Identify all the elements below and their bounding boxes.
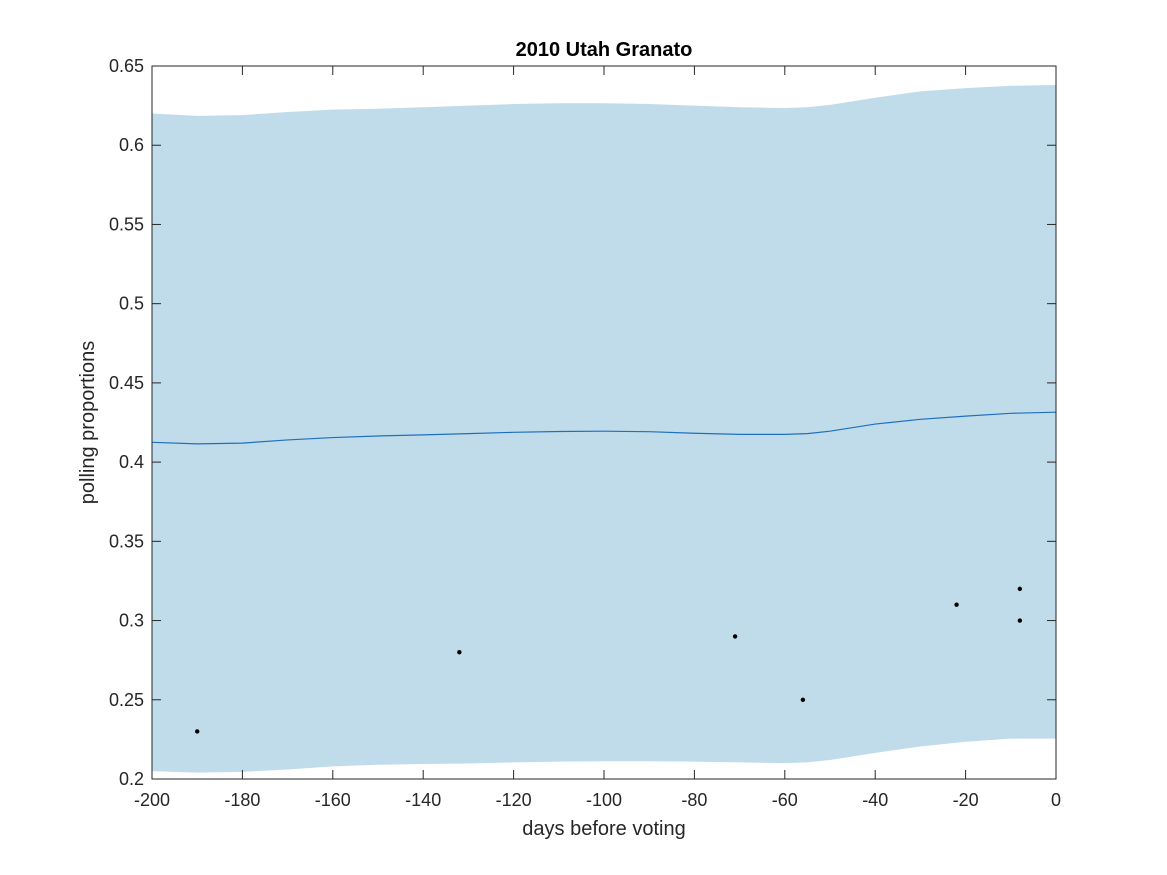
poll-point (457, 650, 462, 655)
credible-band (152, 85, 1056, 773)
y-axis: 0.2 0.25 0.3 0.35 0.4 0.45 0.5 0.55 0.6 0.65 (109, 56, 1056, 789)
poll-point (954, 602, 959, 607)
x-tick-label: -120 (496, 790, 532, 810)
x-tick-label: -200 (134, 790, 170, 810)
x-tick-label: -40 (862, 790, 888, 810)
y-tick-label: 0.35 (109, 531, 144, 551)
x-tick-label: -60 (772, 790, 798, 810)
poll-point (1017, 586, 1023, 592)
x-tick-label: -140 (405, 790, 441, 810)
x-axis: -200 -180 -160 -140 -120 -100 -80 -60 -40 -20 0 (134, 66, 1061, 810)
y-tick-label: 0.45 (109, 373, 144, 393)
y-tick-label: 0.6 (119, 135, 144, 155)
x-axis-label: days before voting (522, 818, 685, 840)
y-axis-label: polling proportions (77, 341, 99, 504)
x-tick-label: -80 (681, 790, 707, 810)
x-tick-label: -20 (953, 790, 979, 810)
chart-title: 2010 Utah Granato (516, 39, 693, 61)
trend-line (151, 411, 1057, 445)
y-tick-label: 0.5 (119, 294, 144, 314)
poll-point (732, 634, 738, 639)
x-tick-label: -160 (315, 790, 351, 810)
x-tick-label: 0 (1051, 790, 1061, 810)
x-tick-label: -180 (224, 790, 260, 810)
y-tick-label: 0.55 (109, 214, 144, 234)
y-tick-label: 0.3 (119, 611, 144, 631)
poll-point (1017, 618, 1023, 623)
y-tick-label: 0.25 (109, 690, 144, 710)
y-tick-label: 0.65 (109, 56, 144, 76)
y-tick-label: 0.2 (119, 769, 144, 789)
x-tick-label: -100 (586, 790, 622, 810)
y-tick-label: 0.4 (119, 452, 144, 472)
poll-point (800, 697, 806, 702)
plot-area (151, 85, 1057, 773)
poll-point (195, 729, 200, 734)
